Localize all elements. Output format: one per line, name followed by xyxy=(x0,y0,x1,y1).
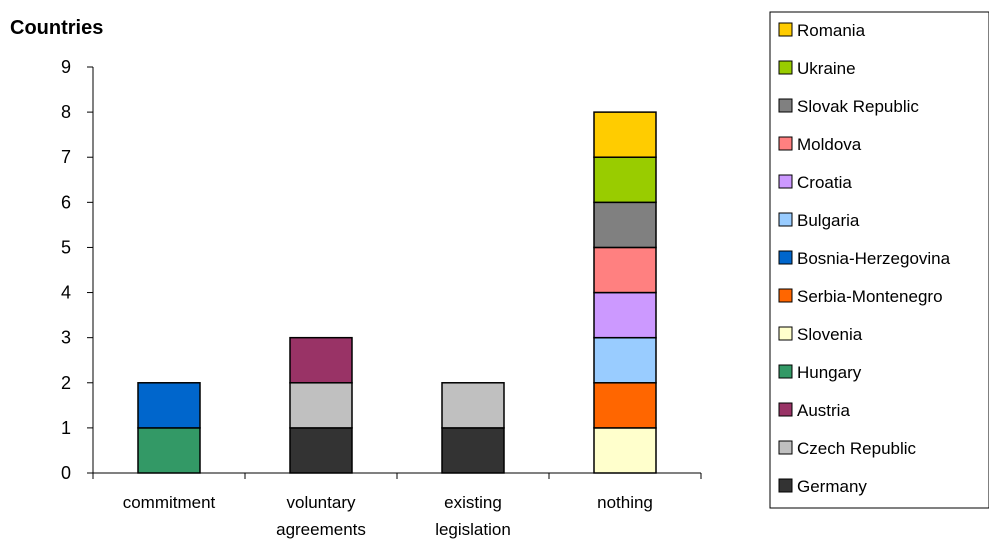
bar-segment xyxy=(441,382,505,429)
legend-label: Serbia-Montenegro xyxy=(797,287,943,306)
x-category-label: legislation xyxy=(435,520,511,539)
bar-segment xyxy=(593,246,657,294)
y-tick-label: 0 xyxy=(61,463,71,483)
legend-swatch xyxy=(778,98,793,113)
bar-segment xyxy=(593,201,657,249)
legend-swatch xyxy=(778,440,793,455)
legend-swatch xyxy=(778,326,793,341)
y-tick-label: 2 xyxy=(61,373,71,393)
y-tick-label: 9 xyxy=(61,57,71,77)
legend-label: Croatia xyxy=(797,173,852,192)
legend-label: Hungary xyxy=(797,363,862,382)
legend-label: Bosnia-Herzegovina xyxy=(797,249,951,268)
legend-swatch xyxy=(778,250,793,265)
bar-segment xyxy=(593,291,657,339)
legend-label: Bulgaria xyxy=(797,211,860,230)
x-category-label: agreements xyxy=(276,520,366,539)
legend-label: Ukraine xyxy=(797,59,856,78)
x-category-label: commitment xyxy=(123,493,216,512)
bar-segment xyxy=(137,382,201,429)
bar-segment xyxy=(137,427,201,474)
bar-segment xyxy=(289,336,353,384)
legend-label: Czech Republic xyxy=(797,439,917,458)
bar-segment xyxy=(593,336,657,384)
legend-swatch xyxy=(778,288,793,303)
bar-segment xyxy=(289,427,353,474)
legend-label: Romania xyxy=(797,21,866,40)
legend-swatch xyxy=(778,364,793,379)
legend-swatch xyxy=(778,174,793,189)
legend-swatch xyxy=(778,60,793,75)
legend-swatch xyxy=(778,212,793,227)
x-category-label: existing xyxy=(444,493,502,512)
bar-segment xyxy=(593,427,657,474)
x-labels-group: commitment voluntary agreements existing leg… xyxy=(92,473,702,539)
legend: Romania Ukraine Slovak Republic Moldova Croa… xyxy=(769,11,989,509)
bar-segment xyxy=(441,427,505,474)
y-tick-label: 3 xyxy=(61,328,71,348)
y-tick-label: 4 xyxy=(61,283,71,303)
legend-label: Slovak Republic xyxy=(797,97,919,116)
legend-label: Germany xyxy=(797,477,867,496)
legend-swatch xyxy=(778,22,793,37)
legend-swatch xyxy=(778,136,793,151)
bar-segment xyxy=(593,382,657,429)
y-tick-label: 7 xyxy=(61,147,71,167)
y-tick-label: 5 xyxy=(61,237,71,257)
y-tick-label: 8 xyxy=(61,102,71,122)
legend-label: Moldova xyxy=(797,135,862,154)
legend-frame xyxy=(769,11,989,509)
x-category-label: nothing xyxy=(597,493,653,512)
x-category-label: voluntary xyxy=(287,493,356,512)
y-ticks-group: 0 1 2 3 4 5 6 7 8 9 xyxy=(61,57,93,483)
legend-swatch xyxy=(778,402,793,417)
legend-label: Austria xyxy=(797,401,850,420)
legend-swatch xyxy=(778,478,793,493)
legend-label: Slovenia xyxy=(797,325,863,344)
bars-group xyxy=(137,111,657,474)
bar-segment xyxy=(593,156,657,204)
y-tick-label: 6 xyxy=(61,192,71,212)
bar-segment xyxy=(593,111,657,158)
bar-segment xyxy=(289,382,353,429)
y-tick-label: 1 xyxy=(61,418,71,438)
y-axis-title: Countries xyxy=(10,17,103,39)
